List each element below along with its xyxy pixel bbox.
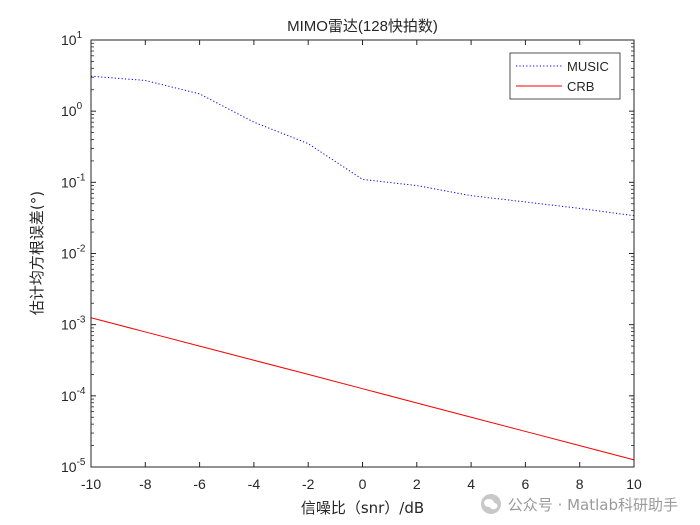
x-tick-label: -8 <box>139 476 152 492</box>
legend: MUSIC CRB <box>509 52 621 100</box>
x-tick-label: -4 <box>248 476 261 492</box>
x-tick-label: 10 <box>626 476 642 492</box>
legend-label-crb: CRB <box>567 79 594 94</box>
y-tick-label: 100 <box>61 101 83 119</box>
watermark-text: 公众号 · Matlab科研助手 <box>507 495 678 514</box>
x-tick-label: -10 <box>81 476 101 492</box>
legend-label-music: MUSIC <box>567 59 609 74</box>
legend-box <box>509 52 621 100</box>
series-line-crb <box>90 317 635 461</box>
x-tick-label: 2 <box>413 476 421 492</box>
y-tick-label: 101 <box>61 30 83 48</box>
y-tick-label: 10-3 <box>61 315 86 333</box>
x-tick-label: 6 <box>522 476 530 492</box>
y-tick-label: 10-1 <box>61 172 86 190</box>
y-axis-label: 估计均方根误差(°) <box>28 191 46 315</box>
x-tick-label: -2 <box>302 476 315 492</box>
x-tick-label: 8 <box>576 476 584 492</box>
y-tick-label: 10-2 <box>61 244 86 262</box>
x-tick-label: -6 <box>193 476 206 492</box>
y-tick-label: 10-5 <box>61 457 86 475</box>
chart-title: MIMO雷达(128快拍数) <box>287 18 438 35</box>
watermark: 公众号 · Matlab科研助手 <box>480 493 678 515</box>
x-tick-label: 4 <box>467 476 475 492</box>
y-tick-label: 10-4 <box>61 386 86 404</box>
ticks-layer: -10 -8 -6 -4 -2 0 2 4 6 8 10 10-5 10-4 10-3 10-2 10-1 10… <box>61 30 642 492</box>
series-layer <box>90 75 635 461</box>
wechat-icon <box>480 494 501 514</box>
plot-area <box>91 40 634 467</box>
x-tick-label: 0 <box>359 476 367 492</box>
x-axis-label: 信噪比（snr）/dB <box>301 499 424 517</box>
